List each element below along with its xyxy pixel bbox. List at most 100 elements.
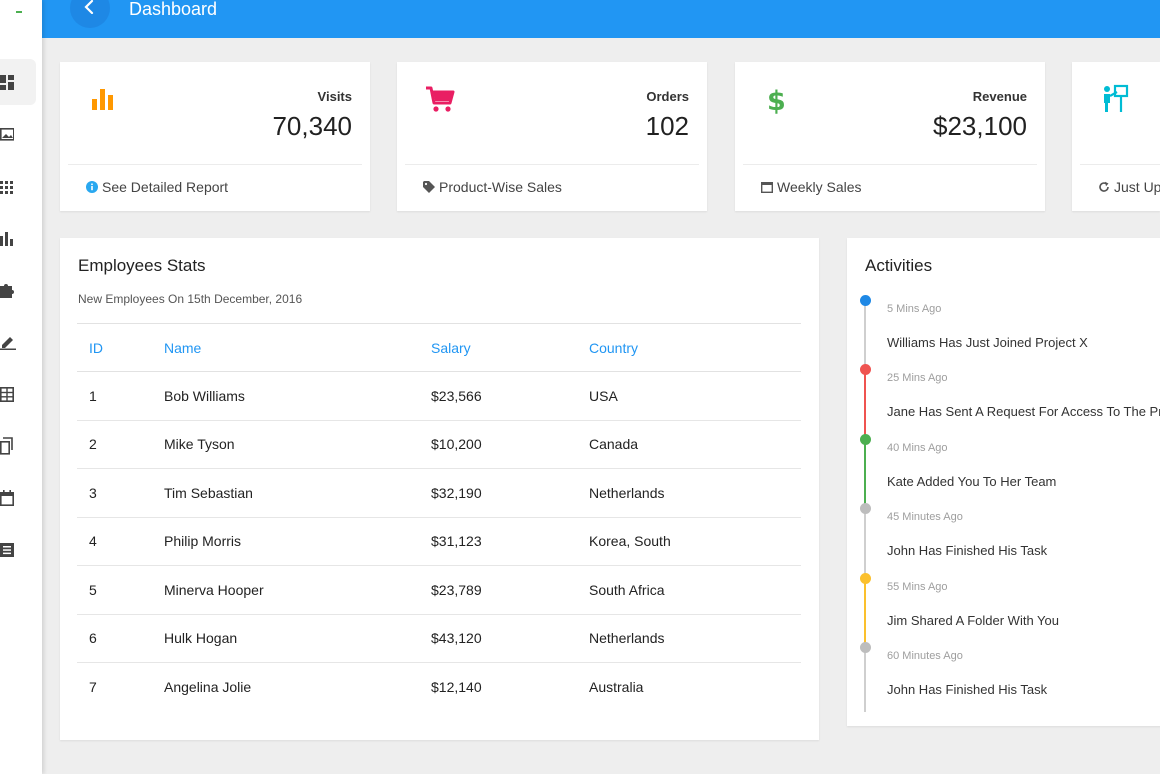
sidebar-item-list[interactable] xyxy=(0,527,36,573)
sidebar-item-apps[interactable] xyxy=(0,163,36,209)
cell-id: 2 xyxy=(77,420,164,469)
stat-footer-label: See Detailed Report xyxy=(102,179,229,195)
sidebar-item-forms[interactable] xyxy=(0,319,36,365)
stat-value: 70,340 xyxy=(272,111,352,141)
table-row: 5 Minerva Hooper $23,789 South Africa xyxy=(77,565,801,615)
divider xyxy=(405,164,699,165)
calendar-icon xyxy=(761,182,773,193)
puzzle-icon xyxy=(0,284,14,298)
pencil-icon xyxy=(0,337,16,350)
apps-grid-icon xyxy=(0,181,13,194)
cell-country: Canada xyxy=(589,420,801,469)
bar-chart-icon xyxy=(0,232,13,246)
cell-id: 6 xyxy=(77,614,164,663)
stat-footer-label: Weekly Sales xyxy=(777,179,862,195)
refresh-icon xyxy=(1099,181,1109,192)
table-row: 6 Hulk Hogan $43,120 Netherlands xyxy=(77,614,801,663)
stat-footer-link[interactable]: Just Up xyxy=(1098,179,1160,195)
stat-value: 102 xyxy=(645,111,689,141)
sidebar-item-tables[interactable] xyxy=(0,371,36,417)
copy-icon xyxy=(0,437,13,455)
stat-card-revenue: $ Revenue $23,100 Weekly Sales xyxy=(735,62,1045,211)
svg-text:$: $ xyxy=(767,86,786,114)
timeline-dot xyxy=(860,503,871,514)
timeline-line xyxy=(864,300,866,370)
timeline-dot xyxy=(860,642,871,653)
activity-text[interactable]: John Has Finished His Task xyxy=(887,543,1048,558)
employees-table: ID Name Salary Country 1 Bob Williams $2… xyxy=(77,323,801,711)
cell-country: Netherlands xyxy=(589,614,801,663)
activity-text[interactable]: Kate Added You To Her Team xyxy=(887,474,1057,489)
stat-label: Orders xyxy=(646,89,689,104)
sidebar-item-picture[interactable] xyxy=(0,111,36,157)
activity-time: 60 Minutes Ago xyxy=(887,650,963,662)
activity-text[interactable]: Jane Has Sent A Request For Access To Th… xyxy=(887,404,1160,419)
cell-name: Tim Sebastian xyxy=(164,468,431,518)
column-header-name[interactable]: Name xyxy=(164,323,431,372)
dollar-icon: $ xyxy=(767,86,786,114)
activity-time: 55 Mins Ago xyxy=(887,581,948,593)
timeline-line xyxy=(864,370,866,439)
card-subtitle: New Employees On 15th December, 2016 xyxy=(78,292,303,306)
activity-text[interactable]: Williams Has Just Joined Project X xyxy=(887,335,1088,350)
cell-id: 1 xyxy=(77,371,164,421)
info-icon xyxy=(86,181,98,193)
sidebar-item-pages[interactable] xyxy=(0,423,36,469)
stat-footer-link[interactable]: Product-Wise Sales xyxy=(423,179,562,195)
stat-card-orders: Orders 102 Product-Wise Sales xyxy=(397,62,707,211)
cell-id: 5 xyxy=(77,565,164,615)
cart-icon xyxy=(426,86,455,112)
column-header-id[interactable]: ID xyxy=(77,323,164,372)
employees-stats-card: Employees Stats New Employees On 15th De… xyxy=(60,238,819,740)
column-header-country[interactable]: Country xyxy=(589,323,801,372)
stat-footer-label: Just Up xyxy=(1114,179,1160,195)
cell-salary: $32,190 xyxy=(431,468,589,518)
timeline-line xyxy=(864,439,866,509)
activity-text[interactable]: John Has Finished His Task xyxy=(887,682,1048,697)
back-button[interactable] xyxy=(70,0,110,28)
sidebar xyxy=(0,0,42,774)
cell-country: USA xyxy=(589,371,801,421)
picture-icon xyxy=(0,127,14,141)
cell-name: Mike Tyson xyxy=(164,420,431,469)
cell-country: South Africa xyxy=(589,565,801,615)
activity-time: 5 Mins Ago xyxy=(887,303,942,315)
list-icon xyxy=(0,543,14,557)
table-row: 2 Mike Tyson $10,200 Canada xyxy=(77,420,801,469)
bar-chart-icon xyxy=(92,89,113,110)
timeline-dot xyxy=(860,364,871,375)
stat-footer-link[interactable]: See Detailed Report xyxy=(86,179,228,195)
divider xyxy=(1080,164,1160,165)
activity-text[interactable]: Jim Shared A Folder With You xyxy=(887,613,1059,628)
cell-name: Bob Williams xyxy=(164,371,431,421)
person-board-icon xyxy=(1104,84,1129,112)
stat-footer-link[interactable]: Weekly Sales xyxy=(761,179,862,195)
sidebar-item-dashboard[interactable] xyxy=(0,59,36,105)
cell-salary: $43,120 xyxy=(431,614,589,663)
timeline-dot xyxy=(860,295,871,306)
cell-salary: $10,200 xyxy=(431,420,589,469)
activity-time: 40 Mins Ago xyxy=(887,442,948,454)
chevron-left-icon xyxy=(84,0,94,14)
divider xyxy=(68,164,362,165)
page-title: Dashboard xyxy=(129,0,218,19)
activity-timeline: 5 Mins Ago Williams Has Just Joined Proj… xyxy=(847,238,1160,726)
cell-salary: $31,123 xyxy=(431,517,589,566)
cell-country: Korea, South xyxy=(589,517,801,566)
column-header-salary[interactable]: Salary xyxy=(431,323,589,372)
sidebar-item-charts[interactable] xyxy=(0,215,36,261)
table-row: 7 Angelina Jolie $12,140 Australia xyxy=(77,663,801,712)
divider xyxy=(743,164,1037,165)
cell-salary: $23,789 xyxy=(431,565,589,615)
timeline-line xyxy=(864,509,866,578)
stat-card-updates: Just Up xyxy=(1072,62,1160,211)
sidebar-item-calendar[interactable] xyxy=(0,475,36,521)
sidebar-item-components[interactable] xyxy=(0,267,36,313)
cell-country: Netherlands xyxy=(589,468,801,518)
stat-value: $23,100 xyxy=(933,111,1027,141)
cell-id: 4 xyxy=(77,517,164,566)
cell-name: Minerva Hooper xyxy=(164,565,431,615)
cell-name: Philip Morris xyxy=(164,517,431,566)
cell-name: Angelina Jolie xyxy=(164,679,252,695)
timeline-line xyxy=(864,648,866,712)
